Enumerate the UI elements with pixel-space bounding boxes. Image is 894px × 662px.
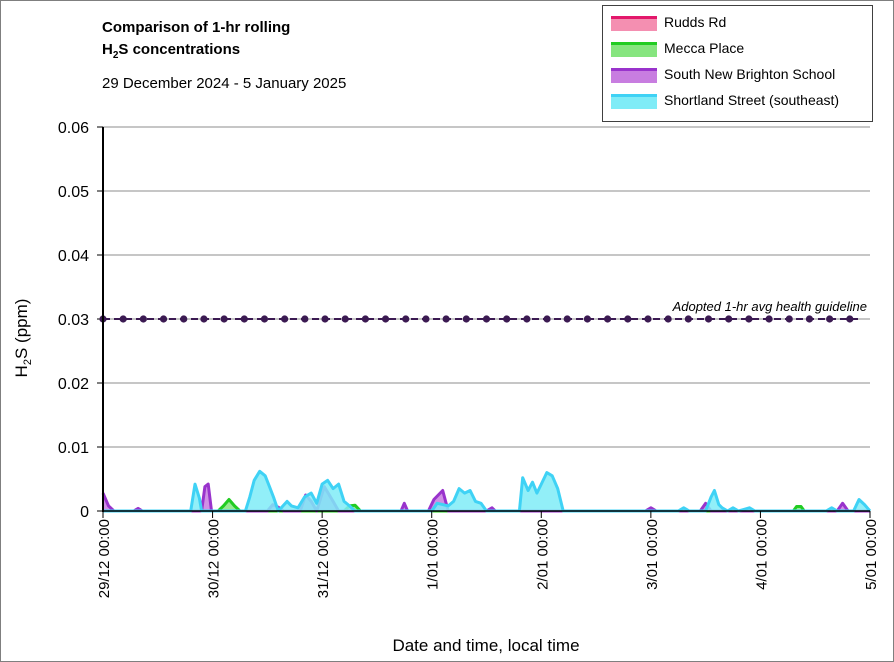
legend-item-rudds-rd: Rudds Rd xyxy=(611,12,869,34)
legend-label-rudds-rd: Rudds Rd xyxy=(664,14,727,30)
legend-item-south-new-brighton: South New Brighton School xyxy=(611,64,869,86)
title-rest: S concentrations xyxy=(118,41,241,58)
legend-swatch-south-new-brighton xyxy=(611,68,657,83)
legend-swatch-rudds-rd xyxy=(611,16,657,31)
chart-title: Comparison of 1-hr rolling H2S concentra… xyxy=(102,17,290,67)
title-h: H xyxy=(102,41,113,58)
legend-swatch-shortland-street xyxy=(611,94,657,109)
title-sub-2: 2 xyxy=(112,50,119,61)
chart-legend: Rudds Rd Mecca Place South New Brighton … xyxy=(602,5,873,122)
legend-label-shortland-street: Shortland Street (southeast) xyxy=(664,92,840,108)
legend-label-mecca-place: Mecca Place xyxy=(664,40,745,56)
legend-swatch-mecca-place xyxy=(611,42,657,57)
legend-label-south-new-brighton: South New Brighton School xyxy=(664,66,836,82)
chart-title-line2: H2S concentrations xyxy=(102,39,290,67)
legend-item-mecca-place: Mecca Place xyxy=(611,38,869,60)
chart-subtitle: 29 December 2024 - 5 January 2025 xyxy=(102,75,347,92)
chart-title-line1: Comparison of 1-hr rolling xyxy=(102,19,291,36)
legend-item-shortland-street: Shortland Street (southeast) xyxy=(611,90,869,112)
